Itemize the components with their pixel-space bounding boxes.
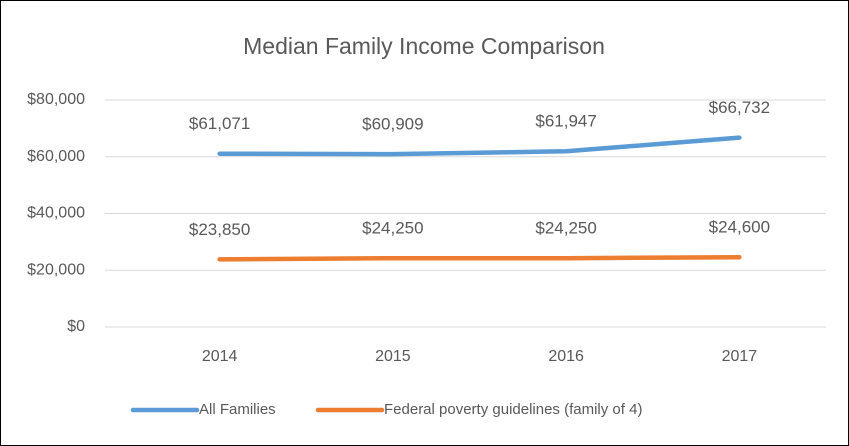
data-label: $24,250 (362, 219, 423, 238)
x-tick-label: 2017 (722, 348, 758, 365)
series-line (217, 135, 742, 157)
data-label: $61,947 (535, 112, 596, 131)
y-tick-label: $40,000 (27, 205, 85, 222)
legend-label: Federal poverty guidelines (family of 4) (384, 401, 642, 418)
legend-label: All Families (199, 401, 276, 418)
y-tick-label: $80,000 (27, 91, 85, 108)
y-tick-label: $60,000 (27, 148, 85, 165)
y-tick-label: $0 (67, 318, 85, 335)
x-tick-label: 2015 (375, 348, 411, 365)
series-line (217, 254, 742, 262)
data-label: $61,071 (189, 114, 250, 133)
chart-title: Median Family Income Comparison (243, 33, 605, 59)
data-label: $23,850 (189, 220, 250, 239)
x-tick-label: 2014 (202, 348, 238, 365)
data-label: $24,600 (709, 218, 770, 237)
data-label: $66,732 (709, 98, 770, 117)
y-tick-label: $20,000 (27, 261, 85, 278)
data-label: $60,909 (362, 115, 423, 134)
x-tick-label: 2016 (548, 348, 584, 365)
data-label: $24,250 (535, 219, 596, 238)
